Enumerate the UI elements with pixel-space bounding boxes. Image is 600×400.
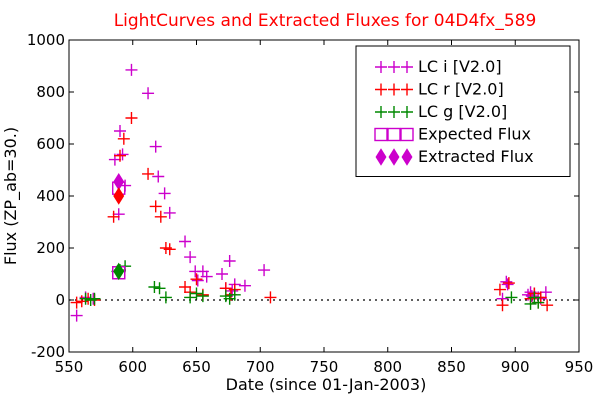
legend-marker [401, 148, 413, 166]
data-point [70, 296, 83, 309]
data-point [149, 140, 162, 153]
data-point [70, 309, 83, 322]
data-point [154, 210, 167, 223]
legend: LC i [V2.0] LC r [V2.0] LC g [V2.0] Expecte… [355, 45, 571, 177]
data-point [496, 299, 509, 312]
data-point [149, 200, 162, 213]
legend-marker [375, 61, 387, 73]
data-point [125, 63, 138, 76]
data-point [125, 112, 138, 124]
data-point [264, 291, 277, 304]
legend-label: LC r [V2.0] [418, 80, 504, 99]
data-point [142, 87, 155, 100]
legend-marker [388, 61, 400, 73]
legend-label: LC i [V2.0] [418, 57, 502, 76]
data-point [505, 291, 518, 304]
data-point [107, 210, 120, 223]
data-point [501, 278, 514, 291]
legend-marker [388, 106, 400, 118]
data-point [114, 125, 126, 137]
legend-marker [401, 106, 413, 118]
legend-marker [387, 127, 401, 142]
data-point [525, 290, 538, 303]
y-axis-label: Flux (ZP_ab=30.) [1, 127, 21, 265]
legend-marker [375, 106, 387, 118]
data-point [190, 287, 203, 300]
legend-marker [401, 61, 413, 73]
data-point [196, 290, 209, 303]
legend-marker [388, 148, 400, 166]
x-tick-label: 850 [437, 358, 466, 376]
data-point [158, 187, 171, 200]
x-tick-label: 950 [565, 358, 594, 376]
data-point [153, 282, 166, 295]
x-tick-label: 800 [373, 358, 402, 376]
data-point [179, 281, 192, 293]
data-point [502, 277, 515, 290]
plot-area: 550 600 650 700 750 800 850 900 950 -200 0 200 400 60… [27, 31, 594, 376]
x-tick-label: 650 [182, 358, 211, 376]
x-tick-label: 750 [310, 358, 339, 376]
data-point [142, 167, 155, 180]
data-point [113, 187, 125, 205]
data-point [148, 281, 161, 293]
data-point [524, 297, 537, 310]
data-point [541, 299, 554, 312]
data-point [190, 273, 203, 286]
y-tick-label: 0 [55, 291, 65, 309]
y-tick-label: -200 [31, 343, 65, 361]
legend-marker [388, 83, 400, 96]
data-point [163, 243, 176, 256]
data-point [163, 206, 176, 219]
data-point [216, 268, 228, 280]
data-point [532, 296, 545, 309]
legend-marker [374, 127, 388, 142]
data-point [112, 208, 125, 221]
legend-marker [375, 83, 387, 96]
data-point [200, 270, 213, 283]
y-tick-label: 600 [36, 135, 65, 153]
data-point [116, 148, 129, 161]
legend-label: LC g [V2.0] [418, 102, 507, 121]
data-point [191, 274, 204, 287]
legend-marker [400, 127, 414, 142]
data-point [493, 283, 506, 296]
data-point [152, 170, 165, 183]
x-tick-label: 600 [118, 358, 147, 376]
legend-label: Expected Flux [418, 125, 531, 144]
data-point [238, 279, 251, 292]
x-tick-label: 550 [55, 358, 84, 376]
y-tick-label: 800 [36, 83, 65, 101]
y-tick-label: 200 [36, 239, 65, 257]
legend-label: Extracted Flux [418, 147, 534, 166]
legend-marker [375, 148, 387, 166]
x-tick-label: 700 [246, 358, 275, 376]
data-point [223, 255, 236, 267]
chart-title: LightCurves and Extracted Fluxes for 04D… [114, 11, 537, 31]
x-tick-label: 900 [501, 358, 530, 376]
data-point [88, 292, 101, 305]
data-point [539, 286, 552, 299]
data-point [228, 288, 241, 301]
data-point [159, 291, 172, 304]
data-point [258, 264, 271, 277]
data-point [500, 275, 513, 288]
data-point [114, 149, 126, 162]
y-tick-label: 400 [36, 187, 65, 205]
data-point [184, 291, 197, 304]
data-point [184, 251, 197, 264]
y-tick-label: 1000 [27, 31, 65, 49]
legend-marker [401, 83, 413, 96]
data-point [113, 262, 125, 281]
data-point [179, 235, 192, 248]
data-point [117, 132, 130, 145]
x-axis-label: Date (since 01-Jan-2003) [226, 375, 427, 394]
